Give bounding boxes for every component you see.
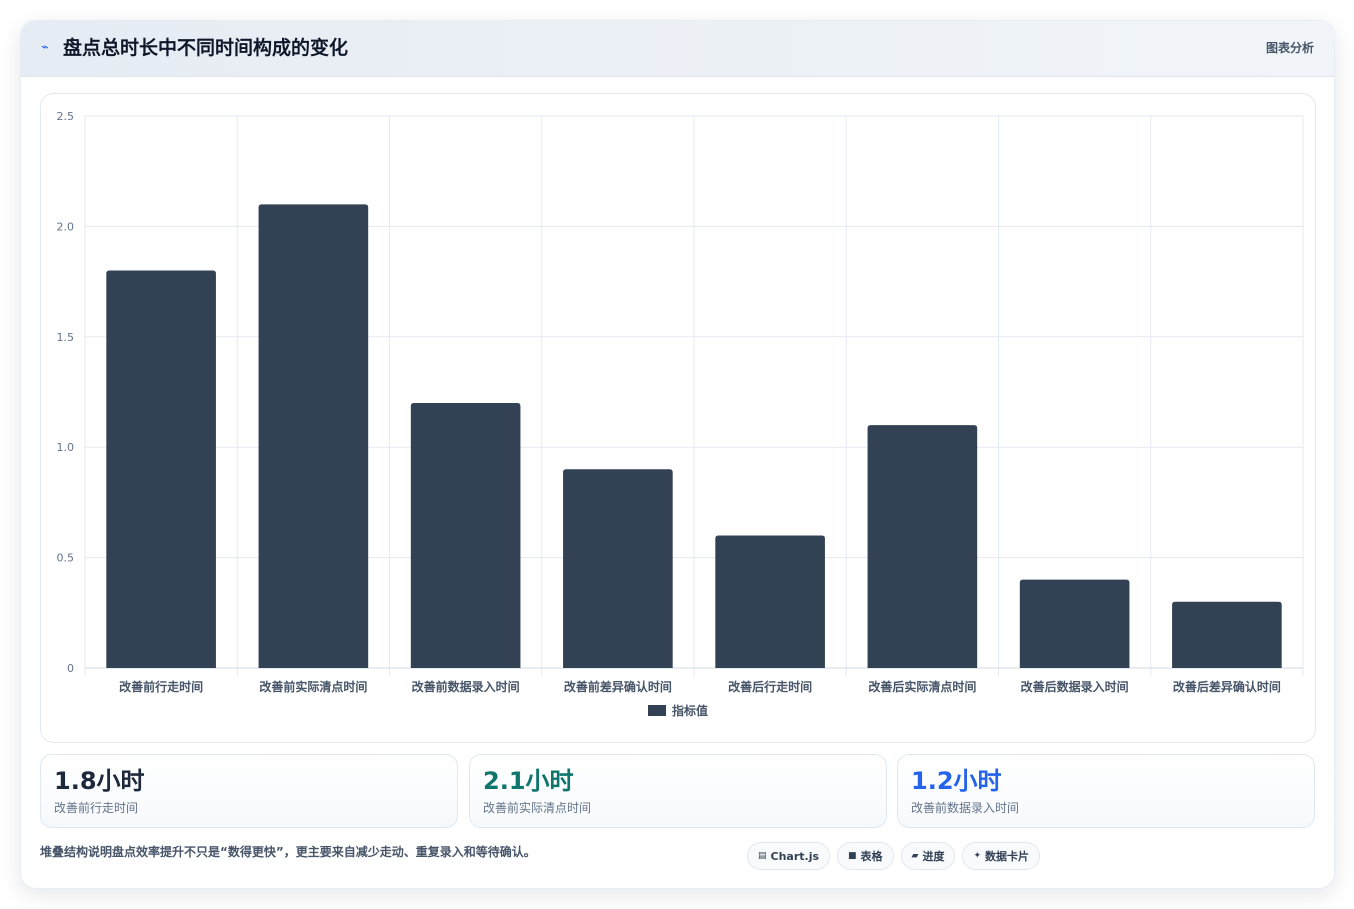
legend-label: 指标值 [672,703,708,718]
bar [563,469,673,668]
stat-card: 1.2小时 改善前数据录入时间 [897,754,1315,828]
page-title: 盘点总时长中不同时间构成的变化 [63,37,349,59]
stat-value: 2.1小时 [483,767,574,795]
bar [1019,579,1130,668]
legend-swatch [648,705,666,716]
sparkle-icon: ✦ [973,851,982,861]
x-tick-label: 改善前数据录入时间 [412,679,520,694]
bar [106,270,216,668]
stat-value: 1.2小时 [911,767,1002,795]
summary-note: 堆叠结构说明盘点效率提升不只是“数得更快”，更主要来自减少走动、重复录入和等待确… [40,845,536,859]
tag-chartjs[interactable]: ▤ Chart.js [747,842,831,870]
x-tick-label: 改善后差异确认时间 [1173,679,1281,694]
tag-data-card[interactable]: ✦ 数据卡片 [962,842,1041,870]
x-tick-label: 改善后数据录入时间 [1021,679,1129,694]
bar [410,403,521,668]
bar [1172,601,1282,668]
x-tick-label: 改善前差异确认时间 [564,679,672,694]
bar [715,535,825,668]
stat-label: 改善前行走时间 [54,801,139,815]
y-tick-label: 0 [67,662,74,675]
tag-label: 进度 [922,850,945,863]
chart-card: ⌁ 盘点总时长中不同时间构成的变化 图表分析 0 0.5 1.0 1.5 2.0 2.5 改… [20,20,1335,889]
bar-chart: 0 0.5 1.0 1.5 2.0 2.5 改善前行走时间 改善前实际清点时间 改善前数据录入时… [57,110,1304,718]
table-icon: ■ [848,851,857,861]
bar [258,204,369,668]
tag-table[interactable]: ■ 表格 [837,842,894,870]
chart-icon: ▤ [758,851,767,861]
chart-panel: 0 0.5 1.0 1.5 2.0 2.5 改善前行走时间 改善前实际清点时间 改善前数据录入时… [40,93,1316,743]
progress-icon: ▰ [911,851,919,861]
card-header: ⌁ 盘点总时长中不同时间构成的变化 图表分析 [21,21,1334,77]
bar [867,425,978,668]
x-tick-label: 改善后行走时间 [728,679,812,694]
chart-pulse-icon: ⌁ [41,40,49,55]
tag-progress[interactable]: ▰ 进度 [900,842,956,870]
tag-list: ▤ Chart.js ■ 表格 ▰ 进度 ✦ 数据卡片 [747,842,1041,870]
tag-label: 数据卡片 [985,850,1030,863]
chart-analysis-label: 图表分析 [1265,41,1314,55]
x-tick-label: 改善后实际清点时间 [868,679,976,694]
stat-label: 改善前数据录入时间 [911,801,1020,815]
x-tick-label: 改善前实际清点时间 [259,679,367,694]
stat-card: 2.1小时 改善前实际清点时间 [469,754,887,828]
stat-value: 1.8小时 [54,767,145,795]
y-tick-label: 2.5 [57,110,75,123]
tag-label: Chart.js [770,849,820,863]
x-tick-label: 改善前行走时间 [119,679,203,694]
stat-card: 1.8小时 改善前行走时间 [40,754,458,828]
y-tick-label: 0.5 [57,552,75,565]
tag-label: 表格 [860,850,883,863]
y-tick-label: 2.0 [57,220,75,233]
y-tick-label: 1.5 [57,331,75,344]
y-tick-label: 1.0 [57,441,75,454]
stat-label: 改善前实际清点时间 [483,801,592,815]
